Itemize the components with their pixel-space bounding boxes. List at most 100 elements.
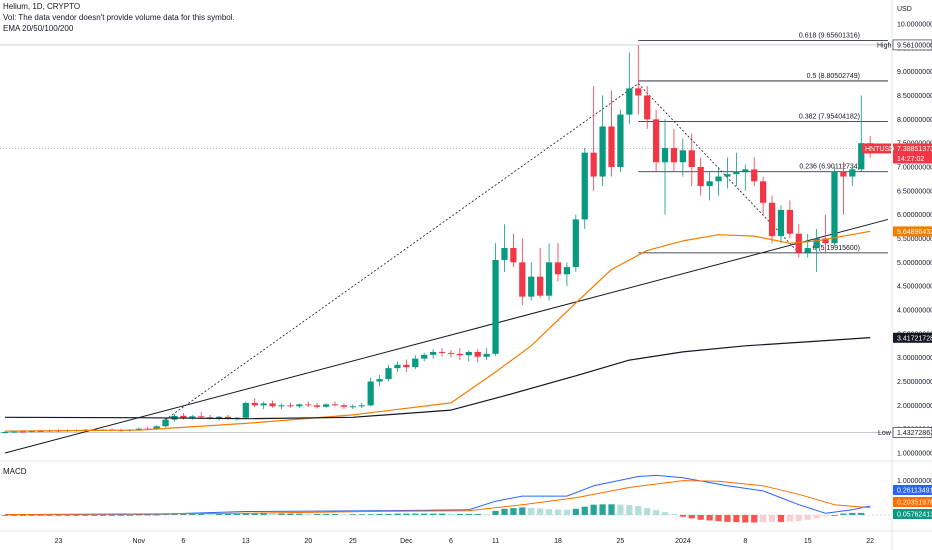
fibonacci-retracement[interactable]: 0.618 (9.65601316) 0.5 (8.80502749) 0.382 … [638, 32, 888, 254]
macd-histogram-bar [697, 514, 704, 520]
candle-body [198, 416, 205, 418]
candle [626, 52, 633, 125]
candle-body [19, 431, 26, 433]
candle [777, 205, 785, 244]
macd-histogram-bar [581, 506, 588, 515]
price-tick-label: 6.00000000 [897, 212, 932, 219]
volume-note: Vol: The data vendor doesn't provide vol… [3, 13, 235, 22]
macd-tag: 0.26113491 [893, 485, 932, 495]
fib-level-label: 0.5 (8.80502749) [807, 73, 860, 80]
macd-histogram-bar [376, 513, 383, 515]
macd-histogram-bar [733, 514, 740, 523]
countdown-bg [893, 153, 932, 164]
macd-histogram-bar [260, 513, 267, 515]
candle [385, 364, 392, 382]
candle-body [367, 381, 374, 406]
candle [545, 243, 553, 301]
macd-pane [0, 474, 892, 523]
candle-body [661, 147, 669, 163]
macd-histogram-bar [661, 512, 669, 515]
candle-body [10, 431, 18, 433]
candle [251, 398, 258, 408]
macd-tag-bg [893, 497, 932, 507]
candle-body [697, 167, 704, 187]
candle [198, 412, 205, 419]
candle-body [777, 209, 785, 237]
price-tick-label: 10.00000000 [897, 22, 932, 29]
candle-body [626, 88, 633, 115]
macd-histogram-bar [429, 513, 437, 515]
candle [305, 401, 312, 408]
candle [376, 374, 383, 387]
candle-body [590, 152, 597, 177]
macd-histogram-bar [412, 513, 419, 515]
macd-histogram-bar [519, 507, 526, 515]
price-tick-label: 9.00000000 [897, 69, 932, 76]
candle-body [545, 262, 553, 296]
candle [706, 171, 713, 201]
candle [635, 44, 642, 115]
price-tag: 5.64896432 [893, 226, 932, 237]
macd-line [4, 474, 871, 516]
macd-histogram-bar [403, 513, 410, 515]
candle-body [224, 416, 232, 419]
candle-body [760, 181, 767, 203]
time-tick-label: Nov [133, 538, 146, 545]
price-tick-label: 2.00000000 [897, 403, 932, 410]
macd-histogram-bar [251, 513, 258, 515]
macd-tick-label: 1.00000000 [897, 478, 932, 485]
price-tick-label: 7.00000000 [897, 165, 932, 172]
candle-body [679, 150, 686, 163]
time-tick-label: 25 [349, 538, 357, 545]
time-axis[interactable]: 23 Nov 6 13 20 25 Dec 6 11 18 25 2024 8 15 22 [55, 538, 875, 545]
price-tag-bg [892, 427, 932, 438]
candle-body [447, 352, 455, 354]
candle-body [599, 126, 606, 177]
price-axis[interactable]: 1.000000001.500000002.000000002.50000000… [897, 22, 932, 486]
fib-level-label: 0.382 (7.95404182) [799, 114, 860, 121]
indicator-legend[interactable]: EMA 20/50/100/200 [3, 24, 74, 33]
candle-body [349, 406, 356, 408]
candle [429, 349, 437, 359]
candle [412, 355, 419, 370]
candle-body [786, 209, 794, 234]
macd-histogram-bar [456, 513, 464, 515]
macd-histogram-bar [46, 514, 53, 516]
fib-level-label: 0.618 (9.65601316) [799, 32, 860, 39]
candle-body [581, 152, 588, 220]
macd-histogram-bar [28, 514, 35, 516]
price-tick-label: 8.00000000 [897, 117, 932, 124]
macd-histogram-bar [706, 514, 713, 521]
countdown-text: 14:27:02 [897, 156, 924, 163]
macd-histogram-bar [314, 513, 321, 515]
macd-histogram-bar [510, 508, 517, 515]
currency-label: USD [897, 6, 912, 13]
candle-body [421, 354, 428, 359]
high-label: High [877, 42, 892, 49]
candle-body [456, 353, 464, 356]
candle [786, 200, 794, 239]
macd-histogram-bar [688, 514, 695, 519]
candle [644, 85, 651, 129]
candle-body [1, 432, 9, 434]
candle [831, 167, 838, 246]
time-tick-label: 2024 [675, 538, 691, 545]
time-tick-label: 25 [617, 538, 625, 545]
price-tick-label: 2.50000000 [897, 379, 932, 386]
candle [438, 348, 446, 357]
candle-body [474, 351, 481, 357]
candle-body [858, 143, 865, 170]
macd-histogram-bar [742, 514, 749, 523]
candle-body [376, 379, 383, 382]
macd-tag: 0.05762413 [893, 509, 932, 519]
candle-body [260, 403, 267, 406]
macd-label: MACD [3, 467, 27, 476]
candle [688, 133, 695, 187]
candle [661, 119, 669, 215]
macd-histogram-bar [724, 514, 731, 522]
candle [751, 157, 758, 187]
reference-lines: High Low [0, 42, 892, 454]
candle [474, 349, 481, 363]
macd-histogram-bar [447, 513, 455, 515]
